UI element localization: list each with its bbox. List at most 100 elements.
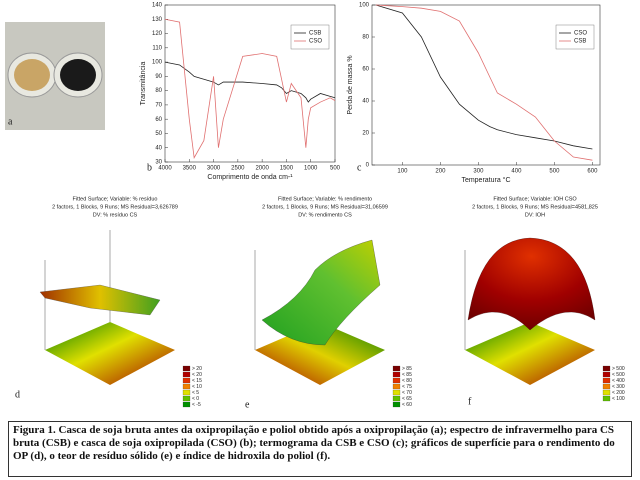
x-tick-label: 4000 bbox=[158, 166, 172, 172]
y-tick-label: 70 bbox=[155, 102, 162, 108]
legend-label: < 10 bbox=[192, 384, 202, 390]
y-tick-label: 50 bbox=[155, 131, 162, 137]
x-tick-label: 2500 bbox=[231, 166, 245, 172]
y-axis-label: Perda de massa % bbox=[347, 55, 354, 114]
y-tick-label: 60 bbox=[362, 67, 369, 73]
legend-label: < 5 bbox=[192, 390, 199, 396]
y-tick-label: 60 bbox=[155, 117, 162, 123]
panel-label: a bbox=[8, 116, 13, 127]
y-tick-label: 80 bbox=[362, 35, 369, 41]
legend-swatch bbox=[392, 365, 401, 372]
y-tick-label: 140 bbox=[152, 3, 163, 9]
legend-box bbox=[555, 24, 595, 50]
surface-title: DV: % rendimento CS bbox=[298, 212, 352, 218]
legend-swatch bbox=[182, 383, 191, 390]
soy-hull bbox=[14, 59, 50, 91]
panel-label: e bbox=[245, 399, 250, 410]
legend-box bbox=[290, 24, 330, 50]
y-tick-label: 40 bbox=[362, 99, 369, 105]
legend-label: CSO bbox=[309, 39, 322, 45]
surface-title: 2 factors, 1 Blocks, 9 Runs; MS Residual… bbox=[472, 204, 598, 210]
polyol bbox=[60, 59, 96, 91]
surface-title: DV: % resíduo CS bbox=[93, 212, 138, 218]
x-tick-label: 1500 bbox=[280, 166, 294, 172]
caption: Figura 1. Casca de soja bruta antes da o… bbox=[8, 421, 632, 477]
x-tick-label: 2000 bbox=[255, 166, 269, 172]
legend-swatch bbox=[602, 365, 611, 372]
legend-swatch bbox=[602, 377, 611, 384]
legend-swatch bbox=[182, 401, 191, 408]
legend-label: > 85 bbox=[402, 366, 412, 372]
panel-label: b bbox=[147, 162, 152, 173]
legend-swatch bbox=[392, 371, 401, 378]
panel-label: d bbox=[15, 389, 20, 400]
y-tick-label: 90 bbox=[155, 74, 162, 80]
legend-label: < 200 bbox=[612, 390, 625, 396]
figure-canvas: 4000 3500 3000 2500 2000 1500 1000 500304050607… bbox=[5, 3, 625, 410]
legend-label: < 70 bbox=[402, 390, 412, 396]
x-tick-label: 100 bbox=[397, 169, 408, 175]
x-axis-label: Comprimento de onda cm-¹ bbox=[207, 174, 293, 181]
legend-label: < 60 bbox=[402, 402, 412, 408]
y-tick-label: 80 bbox=[155, 88, 162, 94]
surface-title: DV: IOH bbox=[525, 212, 545, 218]
series-line bbox=[164, 61, 336, 103]
y-tick-label: 40 bbox=[155, 145, 162, 151]
y-axis-label: Transmitância bbox=[140, 62, 147, 106]
x-tick-label: 600 bbox=[587, 169, 598, 175]
x-tick-label: 3500 bbox=[183, 166, 197, 172]
legend-label: < 0 bbox=[192, 396, 199, 402]
surface-d bbox=[39, 230, 175, 385]
legend-swatch bbox=[602, 371, 611, 378]
legend-label: < 65 bbox=[402, 396, 412, 402]
legend-label: < -5 bbox=[192, 402, 201, 408]
x-tick-label: 3000 bbox=[207, 166, 221, 172]
legend-label: < 500 bbox=[612, 372, 625, 378]
legend-swatch bbox=[602, 389, 611, 396]
plot-frame bbox=[371, 4, 601, 166]
x-tick-label: 500 bbox=[330, 166, 341, 172]
legend-label: CSB bbox=[309, 31, 321, 37]
surface-title: Fitted Surface; Variable: IOH CSO bbox=[493, 196, 577, 202]
x-tick-label: 400 bbox=[511, 169, 522, 175]
surface-f bbox=[464, 237, 596, 385]
surface-e bbox=[254, 239, 385, 385]
legend-label: < 20 bbox=[192, 372, 202, 378]
legend-label: < 300 bbox=[612, 384, 625, 390]
y-tick-label: 30 bbox=[155, 160, 162, 166]
legend-swatch bbox=[392, 395, 401, 402]
legend-label: < 75 bbox=[402, 384, 412, 390]
x-axis-label: Temperatura °C bbox=[461, 176, 510, 184]
surface-title: 2 factors, 1 Blocks, 9 Runs; MS Residual… bbox=[52, 204, 178, 210]
surface-title: 2 factors, 1 Blocks, 9 Runs; MS Residual… bbox=[262, 204, 388, 210]
x-tick-label: 1000 bbox=[304, 166, 318, 172]
legend-label: < 400 bbox=[612, 378, 625, 384]
legend-label: < 15 bbox=[192, 378, 202, 384]
legend-label: < 100 bbox=[612, 396, 625, 402]
y-tick-label: 0 bbox=[366, 163, 370, 169]
surface-title: Fitted Surface; Variable: % rendimento bbox=[278, 196, 372, 202]
legend-swatch bbox=[392, 389, 401, 396]
y-tick-label: 20 bbox=[362, 131, 369, 137]
panel-label: c bbox=[357, 162, 362, 173]
legend-label: < 80 bbox=[402, 378, 412, 384]
legend-swatch bbox=[182, 389, 191, 396]
plot-frame bbox=[164, 4, 336, 163]
surface-title: Fitted Surface; Variable: % resíduo bbox=[73, 196, 158, 202]
y-tick-label: 110 bbox=[152, 45, 162, 51]
legend-swatch bbox=[392, 401, 401, 408]
legend-label: > 20 bbox=[192, 366, 202, 372]
x-tick-label: 200 bbox=[435, 169, 446, 175]
y-tick-label: 100 bbox=[359, 3, 370, 9]
y-tick-label: 100 bbox=[152, 60, 163, 66]
legend-swatch bbox=[392, 377, 401, 384]
y-tick-label: 130 bbox=[152, 17, 163, 23]
legend-label: CSO bbox=[574, 31, 587, 37]
legend-swatch bbox=[182, 395, 191, 402]
y-tick-label: 120 bbox=[152, 31, 163, 37]
x-tick-label: 500 bbox=[549, 169, 560, 175]
legend-swatch bbox=[182, 377, 191, 384]
legend-label: > 500 bbox=[612, 366, 625, 372]
legend-swatch bbox=[602, 395, 611, 402]
